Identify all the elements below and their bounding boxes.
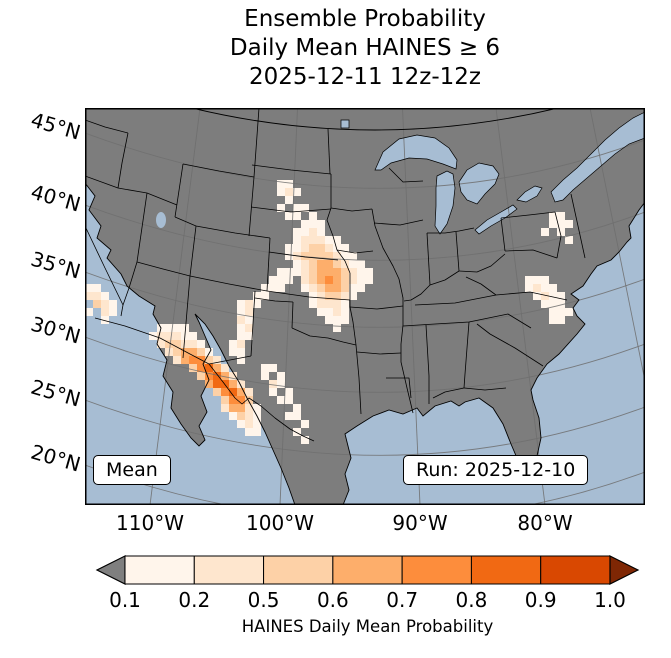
probability-cells <box>85 180 573 444</box>
colorbar-tick-label: 1.0 <box>594 588 626 612</box>
title-line-3: 2025-12-11 12z-12z <box>249 64 481 90</box>
lat-tick-label: 30°N <box>28 311 84 349</box>
colorbar-label: HAINES Daily Mean Probability <box>241 617 494 636</box>
title-line-1: Ensemble Probability <box>244 6 486 32</box>
mean-label-box: Mean <box>93 455 171 485</box>
lon-tick-label: 80°W <box>517 511 573 535</box>
colorbar-tick-label: 0.5 <box>247 588 280 612</box>
map-canvas <box>85 108 645 505</box>
lat-tick-label: 45°N <box>28 107 84 145</box>
lon-tick-label: 100°W <box>246 511 314 535</box>
figure-title: Ensemble Probability Daily Mean HAINES ≥… <box>59 5 671 92</box>
title-line-2: Daily Mean HAINES ≥ 6 <box>229 35 501 61</box>
probability-map <box>85 108 645 505</box>
colorbar-tick-label: 0.7 <box>386 588 419 612</box>
colorbar-tick-label: 0.6 <box>316 588 349 612</box>
colorbar-tick-label: 0.8 <box>455 588 488 612</box>
lat-tick-label: 40°N <box>28 179 84 217</box>
lon-tick-label: 110°W <box>116 511 184 535</box>
colorbar <box>95 555 640 585</box>
lon-tick-label: 90°W <box>392 511 448 535</box>
lat-tick-label: 25°N <box>28 374 84 412</box>
colorbar-tick-label: 0.1 <box>109 588 141 612</box>
lat-tick-label: 20°N <box>28 439 84 477</box>
colorbar-tick-label: 0.9 <box>524 588 557 612</box>
colorbar-tick-label: 0.2 <box>178 588 211 612</box>
run-label-box: Run: 2025-12-10 <box>403 455 589 485</box>
lat-tick-label: 35°N <box>28 246 84 284</box>
